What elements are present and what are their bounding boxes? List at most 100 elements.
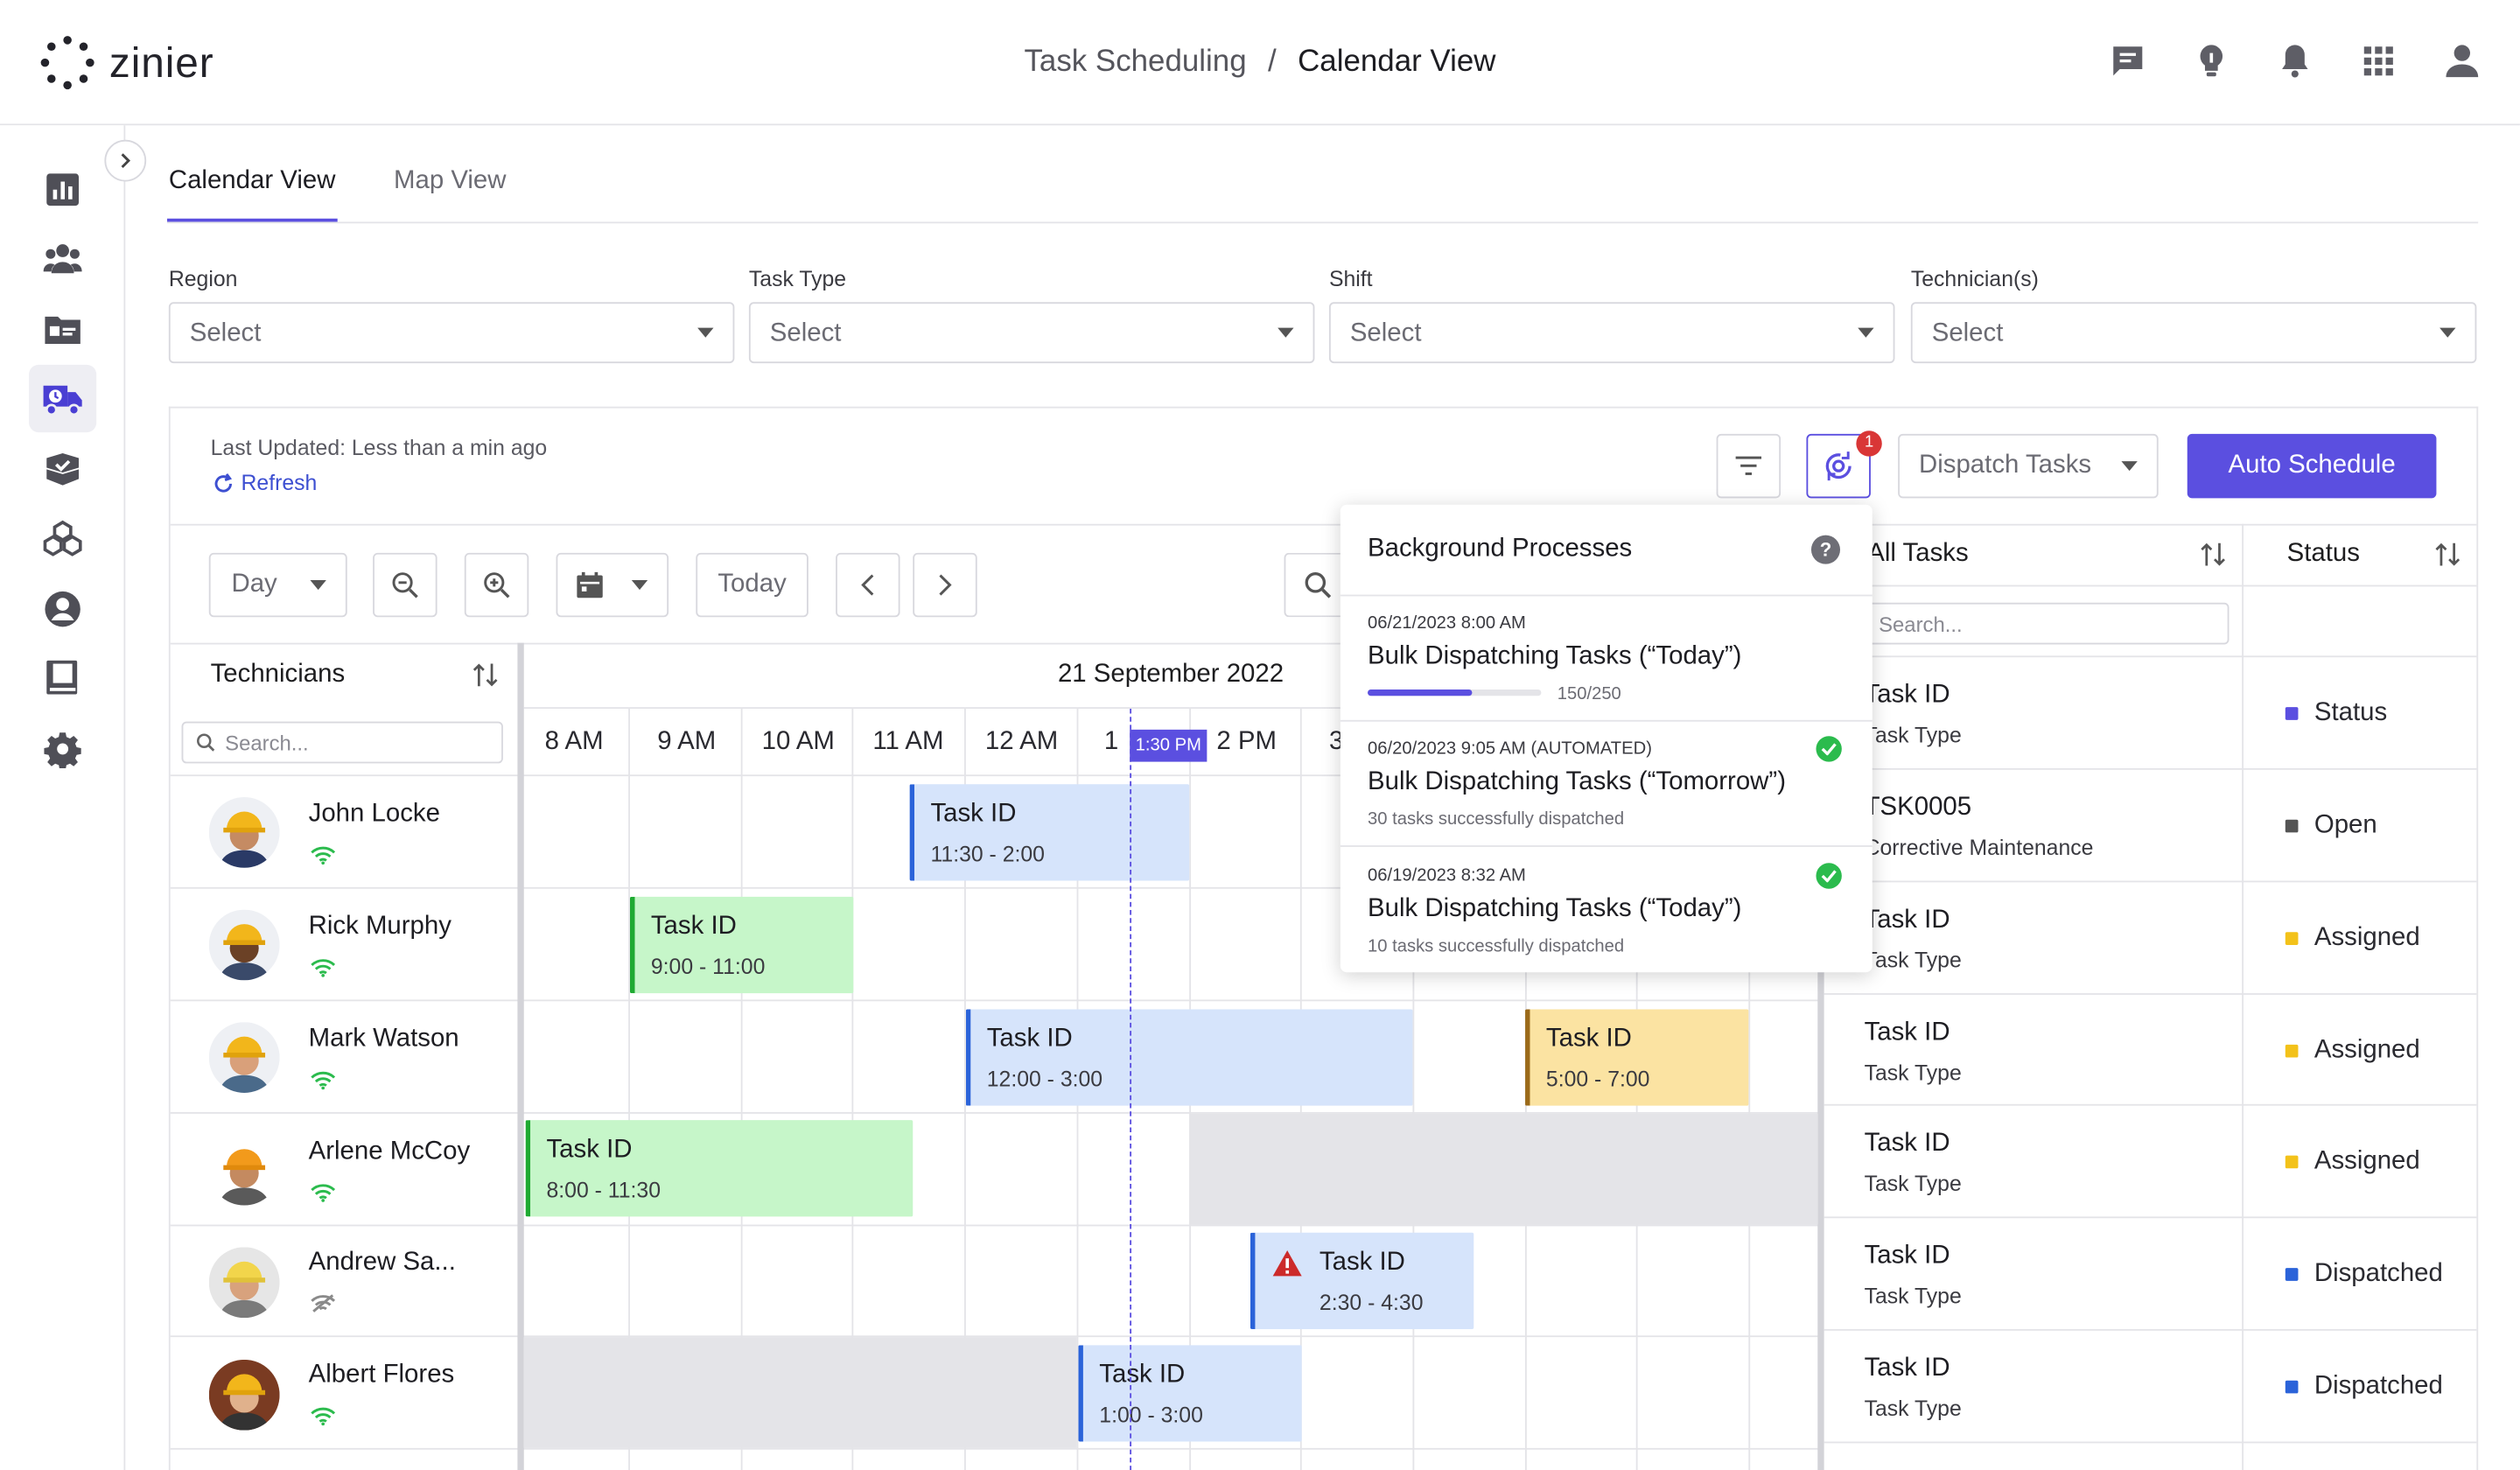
date-picker-button[interactable] [556,552,669,618]
logo-text: zinier [108,38,214,87]
dispatch-tasks-select[interactable]: Dispatch Tasks [1898,433,2159,499]
bell-icon[interactable] [2276,42,2311,78]
grid-line [1824,880,2477,883]
status-dot [2285,1155,2299,1169]
technician-name[interactable]: Albert Flores [308,1361,455,1389]
id-card-icon[interactable] [29,296,96,363]
grid-line [1824,1441,2477,1444]
tab-calendar-view[interactable]: Calendar View [168,167,336,195]
technician-name[interactable]: Rick Murphy [308,913,452,941]
sidebar-collapse-button[interactable] [104,139,147,182]
grid-line [170,642,1823,645]
task-block[interactable]: Task ID 1:00 - 3:00 [1078,1345,1302,1442]
task-block-warning[interactable]: Task ID 2:30 - 4:30 [1250,1232,1474,1329]
zoom-in-button[interactable] [464,552,529,618]
zoom-in-icon [484,572,510,598]
process-date: 06/20/2023 9:05 AM (AUTOMATED) [1368,738,1652,759]
shift-select[interactable]: Select [1328,302,1895,364]
task-row-id[interactable]: TSK0005 [1864,794,1972,822]
chevron-right-icon [121,153,131,169]
wifi-online-icon [311,846,336,865]
task-row-id[interactable]: Task ID [1864,1130,1950,1158]
panel-divider [170,523,2477,526]
status-dot [2285,707,2299,720]
calendar-date-header: 21 September 2022 [1057,660,1284,689]
task-row-id[interactable]: Task ID [1864,681,1950,709]
task-row-id[interactable]: Task ID [1864,1354,1950,1382]
warning-icon [1272,1250,1302,1277]
grid-line [170,1224,1823,1227]
team-icon[interactable] [29,225,96,292]
help-icon[interactable]: ? [1810,535,1841,564]
technicians-select[interactable]: Select [1910,302,2477,364]
refresh-label: Refresh [241,471,318,495]
dashboard-icon[interactable] [29,156,96,223]
refresh-link[interactable]: Refresh [212,471,317,495]
task-block[interactable]: Task ID 5:00 - 7:00 [1525,1009,1749,1106]
lightbulb-icon[interactable] [2192,42,2227,77]
task-row-id[interactable]: Task ID [1864,1242,1950,1270]
task-time: 2:30 - 4:30 [1319,1290,1424,1315]
right-panel-divider[interactable] [1817,523,1824,1470]
sort-status-button[interactable] [2433,540,2462,577]
technician-column-divider[interactable] [517,642,524,1470]
technicians-select-value: Select [1931,319,2004,347]
account-icon[interactable] [29,576,96,643]
filter-button[interactable] [1716,433,1782,499]
view-select[interactable]: Day [208,552,347,618]
apps-grid-icon[interactable] [2359,42,2394,77]
progress-fill [1368,689,1473,696]
zinier-logo[interactable]: zinier [38,32,214,94]
boxes-icon[interactable] [29,505,96,572]
calendar-search-button[interactable] [1284,552,1348,618]
book-icon[interactable] [29,645,96,712]
calendar-icon [577,571,603,598]
task-block[interactable]: Task ID 12:00 - 3:00 [965,1009,1413,1106]
status-badge: Assigned [2285,924,2420,953]
auto-schedule-button[interactable]: Auto Schedule [2187,433,2437,499]
user-icon[interactable] [2443,42,2479,78]
task-row-id[interactable]: Task ID [1864,1018,1950,1046]
technician-name[interactable]: John Locke [308,800,440,828]
all-tasks-header: All Tasks [1867,540,1969,568]
region-select[interactable]: Select [168,302,735,364]
status-text: Assigned [2314,1147,2420,1175]
task-row-id[interactable]: Task ID [1864,906,1950,934]
sort-technicians-button[interactable] [471,661,500,697]
task-id: Task ID [1319,1249,1405,1277]
wifi-online-icon [311,1184,336,1202]
task-block[interactable]: Task ID 9:00 - 11:00 [629,896,854,994]
task-search-input[interactable]: Search... [1864,602,2230,645]
tab-map-view[interactable]: Map View [393,167,507,195]
zoom-out-button[interactable] [373,552,438,618]
delivery-truck-icon[interactable] [29,364,97,433]
task-type-select[interactable]: Select [748,302,1315,364]
settings-icon[interactable] [29,715,96,782]
technician-search-input[interactable]: Search... [181,721,503,764]
grid-line [170,886,1823,889]
technician-name[interactable]: Andrew Sa... [308,1249,456,1277]
today-button[interactable]: Today [696,552,808,618]
technician-name[interactable]: Arlene McCoy [308,1138,471,1166]
breadcrumb-parent[interactable]: Task Scheduling [1024,45,1247,79]
sort-all-tasks-button[interactable] [2199,540,2228,577]
task-block[interactable]: Task ID 8:00 - 11:30 [525,1120,914,1217]
previous-button[interactable] [836,552,900,618]
status-text: Assigned [2314,1036,2420,1064]
status-badge: Status [2285,699,2387,728]
shift-label: Shift [1328,266,1373,291]
task-time: 5:00 - 7:00 [1545,1067,1650,1092]
current-time-label: 1:30 PM [1130,729,1208,762]
grid-line [1824,993,2477,995]
task-search-placeholder: Search... [1879,611,1963,636]
chat-icon[interactable] [2109,42,2144,77]
technician-name[interactable]: Mark Watson [308,1025,459,1054]
package-check-icon[interactable] [29,436,96,503]
region-select-value: Select [189,319,262,347]
next-button[interactable] [913,552,977,618]
search-icon [1304,572,1331,598]
task-row-type: Task Type [1864,723,1962,748]
zoom-out-icon [392,572,418,598]
tabs-divider [167,221,2479,224]
task-block[interactable]: Task ID 11:30 - 2:00 [909,784,1190,881]
